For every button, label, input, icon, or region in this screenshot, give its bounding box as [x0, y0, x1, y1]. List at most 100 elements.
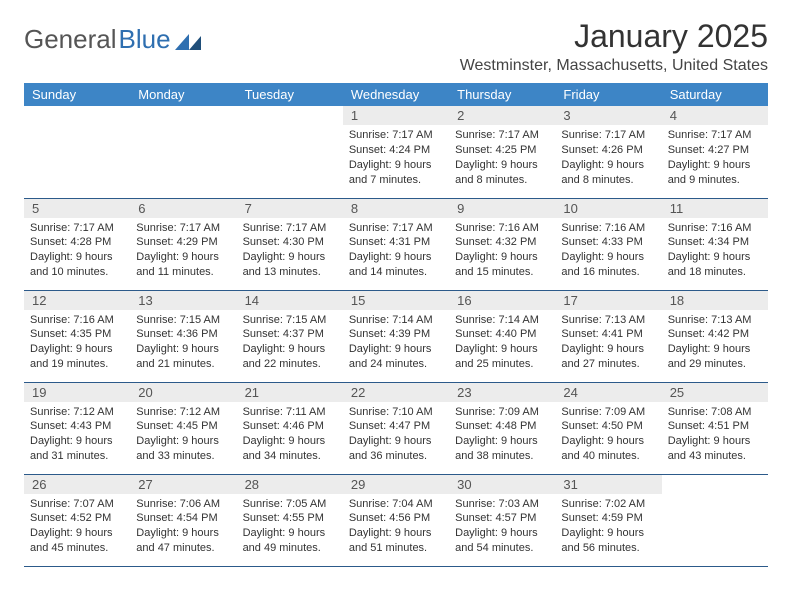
day-number: 25: [662, 383, 768, 402]
day-details: Sunrise: 7:17 AMSunset: 4:28 PMDaylight:…: [24, 218, 130, 284]
day-detail-line: Daylight: 9 hours: [455, 434, 549, 449]
calendar-day-cell: 19Sunrise: 7:12 AMSunset: 4:43 PMDayligh…: [24, 382, 130, 474]
page-subtitle: Westminster, Massachusetts, United State…: [460, 57, 768, 75]
day-detail-line: Sunrise: 7:17 AM: [136, 221, 230, 236]
day-details: Sunrise: 7:17 AMSunset: 4:26 PMDaylight:…: [555, 125, 661, 191]
day-detail-line: Sunrise: 7:04 AM: [349, 497, 443, 512]
logo-text-1: General: [24, 24, 117, 55]
day-details: Sunrise: 7:16 AMSunset: 4:33 PMDaylight:…: [555, 218, 661, 284]
calendar-week-row: 19Sunrise: 7:12 AMSunset: 4:43 PMDayligh…: [24, 382, 768, 474]
day-detail-line: Sunrise: 7:16 AM: [30, 313, 124, 328]
day-detail-line: Daylight: 9 hours: [455, 342, 549, 357]
calendar-day-cell: 22Sunrise: 7:10 AMSunset: 4:47 PMDayligh…: [343, 382, 449, 474]
day-detail-line: and 38 minutes.: [455, 449, 549, 464]
day-number: 9: [449, 199, 555, 218]
day-number: 13: [130, 291, 236, 310]
day-details: [24, 110, 130, 117]
day-number: 8: [343, 199, 449, 218]
day-detail-line: Sunset: 4:57 PM: [455, 511, 549, 526]
day-detail-line: Sunrise: 7:17 AM: [455, 128, 549, 143]
day-details: Sunrise: 7:05 AMSunset: 4:55 PMDaylight:…: [237, 494, 343, 560]
logo-icon: [175, 30, 203, 50]
day-detail-line: Sunrise: 7:13 AM: [561, 313, 655, 328]
day-detail-line: and 31 minutes.: [30, 449, 124, 464]
day-detail-line: Sunset: 4:45 PM: [136, 419, 230, 434]
calendar-day-cell: [237, 106, 343, 198]
day-details: Sunrise: 7:14 AMSunset: 4:39 PMDaylight:…: [343, 310, 449, 376]
day-number: 21: [237, 383, 343, 402]
day-detail-line: and 21 minutes.: [136, 357, 230, 372]
day-detail-line: and 7 minutes.: [349, 173, 443, 188]
day-detail-line: and 11 minutes.: [136, 265, 230, 280]
day-number: 5: [24, 199, 130, 218]
weekday-header-row: Sunday Monday Tuesday Wednesday Thursday…: [24, 83, 768, 106]
day-number: 16: [449, 291, 555, 310]
day-number: 20: [130, 383, 236, 402]
day-detail-line: and 33 minutes.: [136, 449, 230, 464]
day-detail-line: Sunrise: 7:16 AM: [561, 221, 655, 236]
day-detail-line: Daylight: 9 hours: [455, 158, 549, 173]
day-details: Sunrise: 7:16 AMSunset: 4:35 PMDaylight:…: [24, 310, 130, 376]
day-detail-line: Daylight: 9 hours: [561, 250, 655, 265]
day-detail-line: and 40 minutes.: [561, 449, 655, 464]
day-number: 10: [555, 199, 661, 218]
day-detail-line: Sunset: 4:33 PM: [561, 235, 655, 250]
day-detail-line: Daylight: 9 hours: [243, 250, 337, 265]
day-detail-line: Sunrise: 7:17 AM: [349, 221, 443, 236]
calendar-day-cell: 8Sunrise: 7:17 AMSunset: 4:31 PMDaylight…: [343, 198, 449, 290]
day-detail-line: Daylight: 9 hours: [30, 434, 124, 449]
day-detail-line: Daylight: 9 hours: [136, 342, 230, 357]
calendar-day-cell: 26Sunrise: 7:07 AMSunset: 4:52 PMDayligh…: [24, 474, 130, 566]
day-detail-line: Sunset: 4:40 PM: [455, 327, 549, 342]
day-detail-line: Sunrise: 7:15 AM: [243, 313, 337, 328]
day-details: Sunrise: 7:08 AMSunset: 4:51 PMDaylight:…: [662, 402, 768, 468]
calendar-day-cell: 15Sunrise: 7:14 AMSunset: 4:39 PMDayligh…: [343, 290, 449, 382]
day-detail-line: Sunset: 4:31 PM: [349, 235, 443, 250]
day-details: [662, 479, 768, 486]
day-detail-line: Daylight: 9 hours: [668, 158, 762, 173]
day-detail-line: and 24 minutes.: [349, 357, 443, 372]
calendar-day-cell: 11Sunrise: 7:16 AMSunset: 4:34 PMDayligh…: [662, 198, 768, 290]
calendar-day-cell: [24, 106, 130, 198]
title-block: January 2025 Westminster, Massachusetts,…: [460, 18, 768, 75]
day-detail-line: Sunrise: 7:06 AM: [136, 497, 230, 512]
calendar-day-cell: 21Sunrise: 7:11 AMSunset: 4:46 PMDayligh…: [237, 382, 343, 474]
day-detail-line: Sunset: 4:50 PM: [561, 419, 655, 434]
day-detail-line: and 51 minutes.: [349, 541, 443, 556]
day-details: Sunrise: 7:03 AMSunset: 4:57 PMDaylight:…: [449, 494, 555, 560]
day-detail-line: Sunset: 4:54 PM: [136, 511, 230, 526]
calendar-week-row: 1Sunrise: 7:17 AMSunset: 4:24 PMDaylight…: [24, 106, 768, 198]
day-detail-line: Sunrise: 7:17 AM: [668, 128, 762, 143]
day-details: [237, 110, 343, 117]
day-details: Sunrise: 7:14 AMSunset: 4:40 PMDaylight:…: [449, 310, 555, 376]
day-detail-line: Sunset: 4:37 PM: [243, 327, 337, 342]
calendar-day-cell: 31Sunrise: 7:02 AMSunset: 4:59 PMDayligh…: [555, 474, 661, 566]
day-detail-line: Daylight: 9 hours: [243, 526, 337, 541]
day-detail-line: and 56 minutes.: [561, 541, 655, 556]
day-detail-line: and 49 minutes.: [243, 541, 337, 556]
day-number: 2: [449, 106, 555, 125]
calendar-day-cell: 1Sunrise: 7:17 AMSunset: 4:24 PMDaylight…: [343, 106, 449, 198]
calendar-day-cell: 25Sunrise: 7:08 AMSunset: 4:51 PMDayligh…: [662, 382, 768, 474]
day-detail-line: Daylight: 9 hours: [30, 250, 124, 265]
page-header: GeneralBlue January 2025 Westminster, Ma…: [24, 18, 768, 75]
day-number: 24: [555, 383, 661, 402]
day-details: Sunrise: 7:16 AMSunset: 4:32 PMDaylight:…: [449, 218, 555, 284]
day-number: 30: [449, 475, 555, 494]
day-number: 14: [237, 291, 343, 310]
day-detail-line: Daylight: 9 hours: [561, 526, 655, 541]
calendar-day-cell: 29Sunrise: 7:04 AMSunset: 4:56 PMDayligh…: [343, 474, 449, 566]
calendar-day-cell: 14Sunrise: 7:15 AMSunset: 4:37 PMDayligh…: [237, 290, 343, 382]
day-details: Sunrise: 7:17 AMSunset: 4:24 PMDaylight:…: [343, 125, 449, 191]
day-number: 27: [130, 475, 236, 494]
day-detail-line: and 27 minutes.: [561, 357, 655, 372]
day-detail-line: Sunrise: 7:05 AM: [243, 497, 337, 512]
day-details: Sunrise: 7:17 AMSunset: 4:27 PMDaylight:…: [662, 125, 768, 191]
calendar-day-cell: 10Sunrise: 7:16 AMSunset: 4:33 PMDayligh…: [555, 198, 661, 290]
weekday-header: Monday: [130, 83, 236, 106]
day-details: Sunrise: 7:06 AMSunset: 4:54 PMDaylight:…: [130, 494, 236, 560]
day-number: 3: [555, 106, 661, 125]
day-detail-line: Daylight: 9 hours: [668, 250, 762, 265]
day-detail-line: Sunset: 4:41 PM: [561, 327, 655, 342]
day-details: Sunrise: 7:17 AMSunset: 4:29 PMDaylight:…: [130, 218, 236, 284]
